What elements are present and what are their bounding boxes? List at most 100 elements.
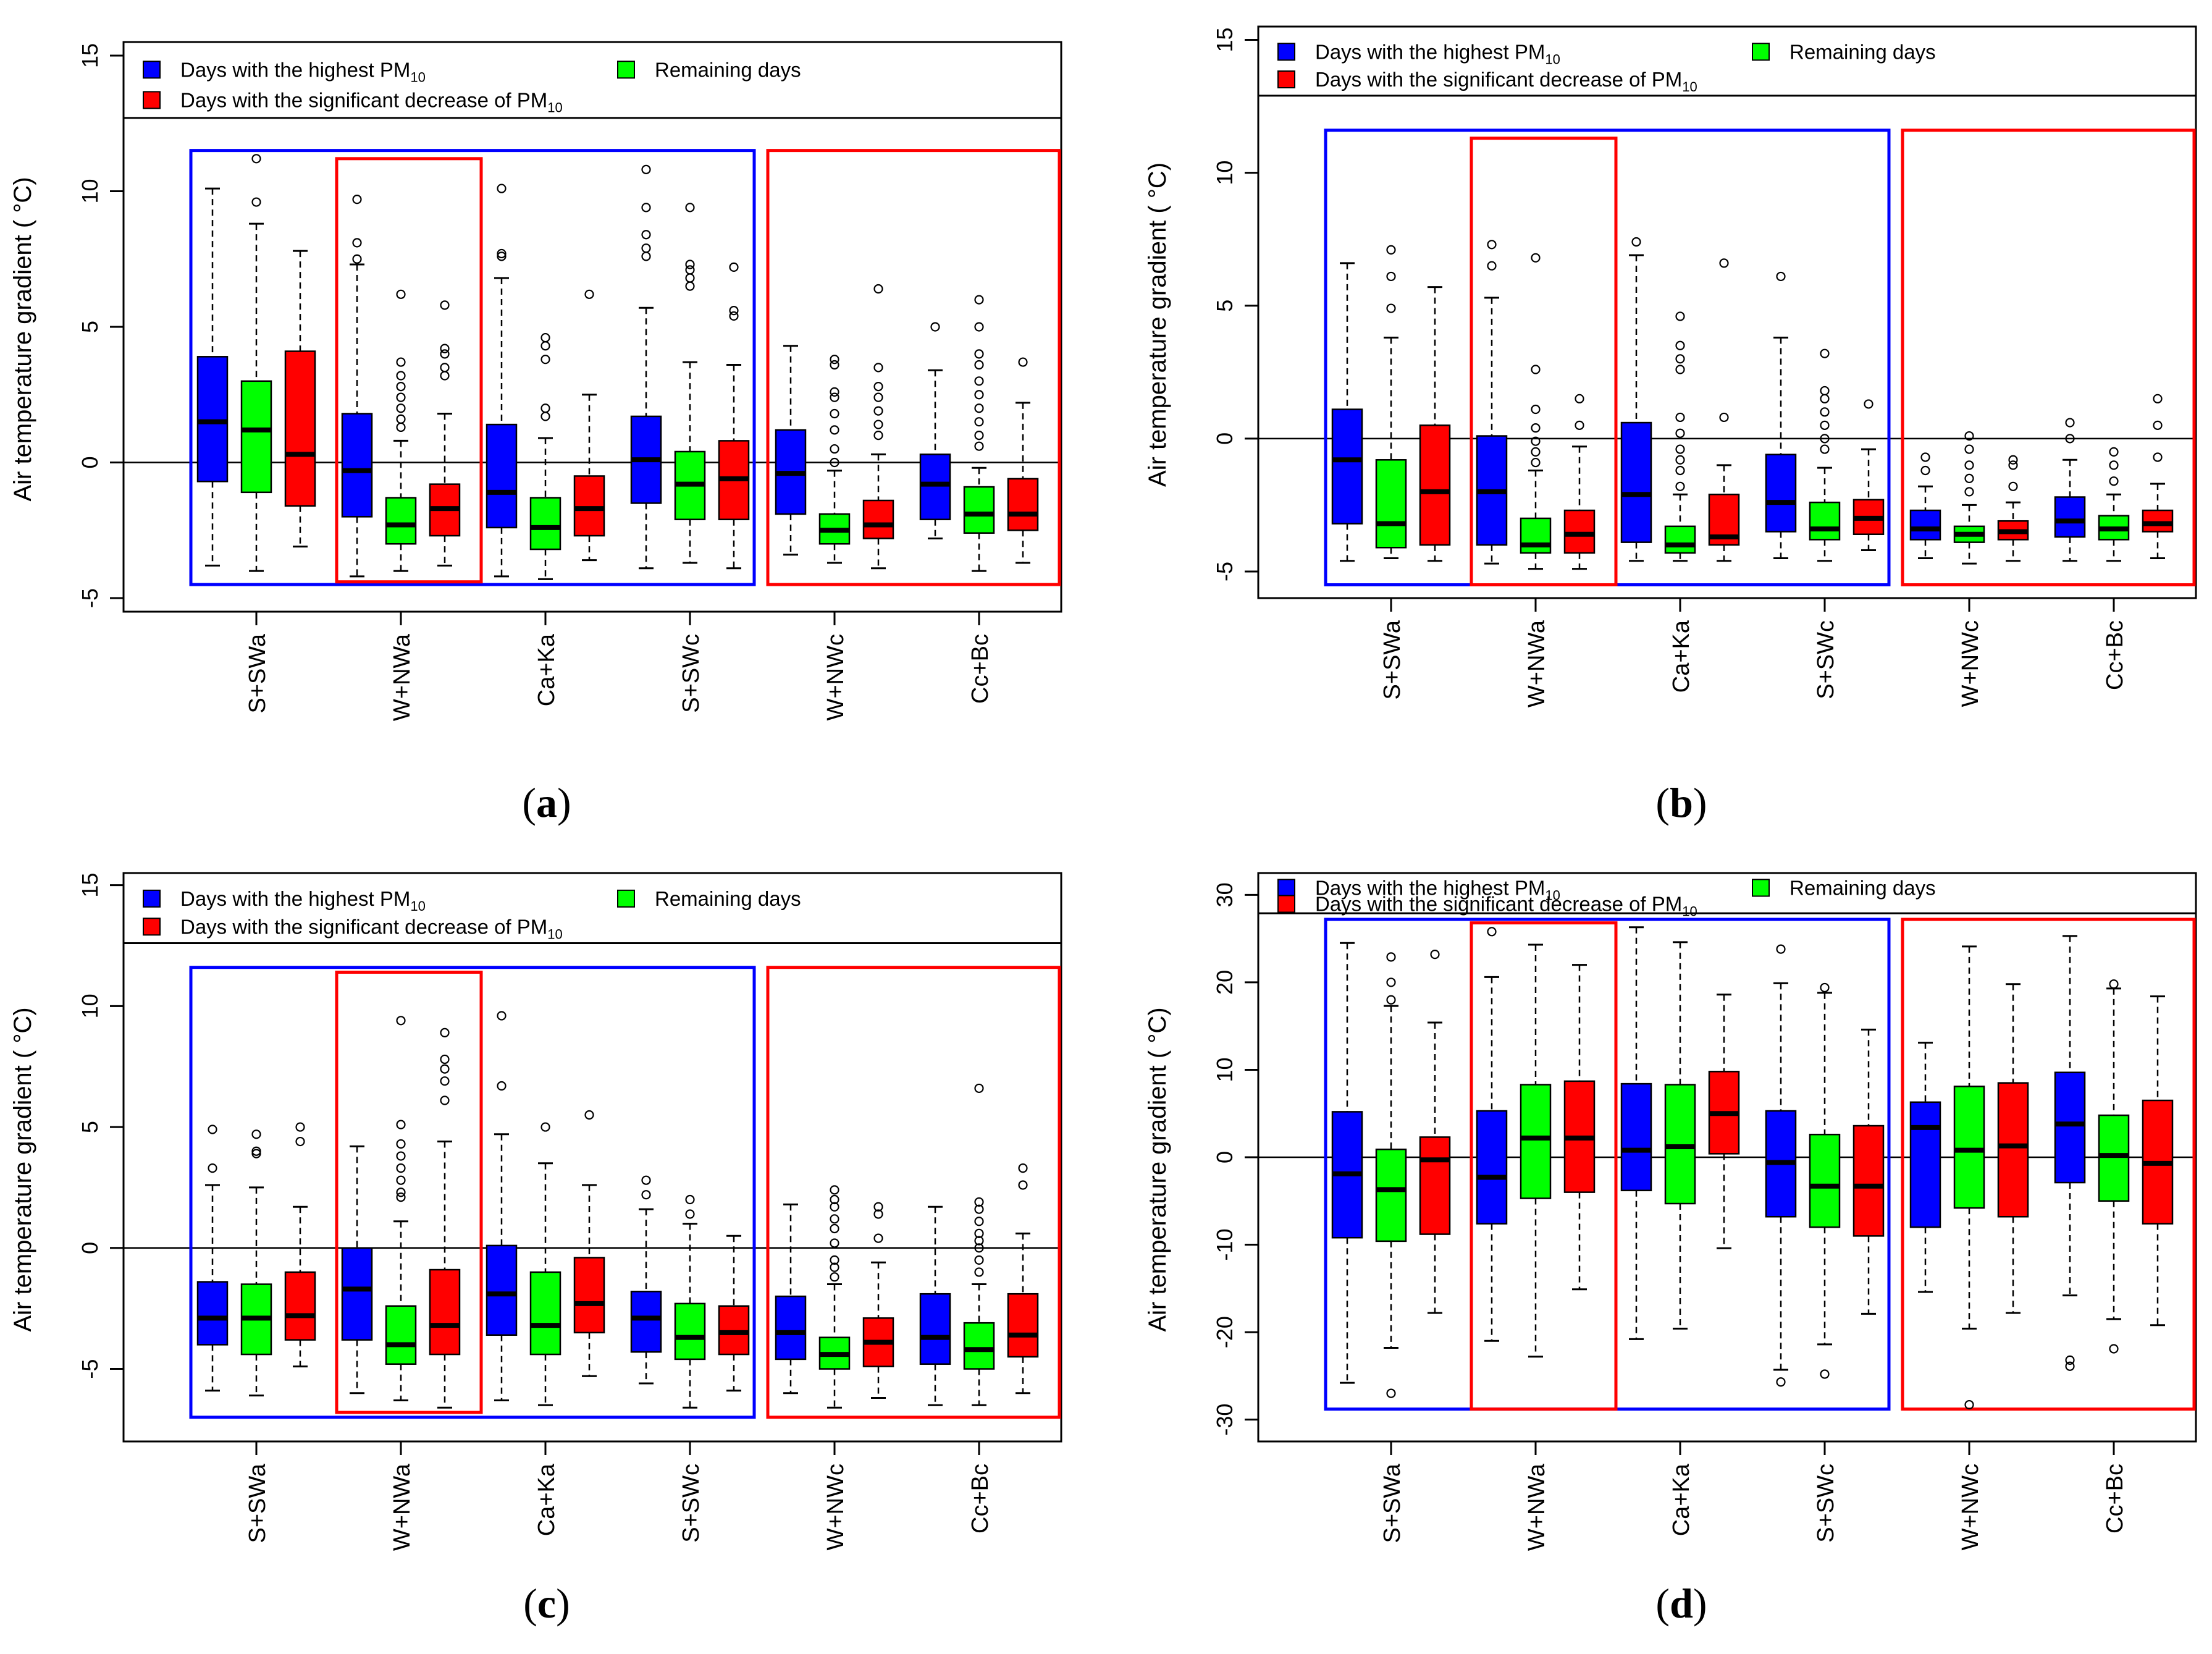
group-frame-red-right xyxy=(766,149,1061,586)
outlier-point xyxy=(2109,979,2119,989)
outlier-point xyxy=(440,1076,450,1086)
legend-swatch-decrease xyxy=(143,918,161,936)
box-iqr xyxy=(486,1244,518,1336)
box-iqr xyxy=(196,1281,229,1346)
outlier-point xyxy=(251,1129,261,1139)
outlier-point xyxy=(208,1163,217,1173)
y-tick-label: 10 xyxy=(77,179,103,203)
box-s-swc-remaining xyxy=(1809,348,1841,562)
outlier-point xyxy=(2065,418,2075,428)
outlier-point xyxy=(830,360,839,370)
group-frame-red-right xyxy=(766,966,1061,1419)
x-tick-label-cc-bc: Cc+Bc xyxy=(2102,620,2128,690)
outlier-point xyxy=(396,289,406,299)
box-ca-ka-remaining xyxy=(529,1122,561,1406)
outlier-point xyxy=(2109,447,2119,457)
box-iqr xyxy=(963,486,995,534)
box-s-swc-highest xyxy=(1765,944,1797,1387)
outlier-point xyxy=(440,344,450,353)
box-s-swa-decrease xyxy=(284,250,316,548)
box-s-swc-remaining xyxy=(674,1194,706,1409)
box-iqr xyxy=(1809,1133,1841,1228)
x-tick-label-ca-ka: Ca+Ka xyxy=(1668,1463,1694,1536)
outlier-point xyxy=(1430,950,1440,960)
x-tick-label-s-swa: S+SWa xyxy=(245,1463,271,1543)
legend-label-highest: Days with the highest PM10 xyxy=(180,58,426,85)
panel-label: (c) xyxy=(523,1580,570,1627)
outlier-point xyxy=(685,281,695,291)
outlier-point xyxy=(1820,386,1830,396)
outlier-point xyxy=(1719,258,1729,268)
y-tick-label: 10 xyxy=(77,994,103,1018)
outlier-point xyxy=(251,154,261,164)
outlier-point xyxy=(1018,1180,1028,1190)
legend-label-decrease: Days with the significant decrease of PM… xyxy=(180,915,563,942)
box-cc-bc-highest xyxy=(2054,935,2086,1371)
outlier-point xyxy=(1631,237,1641,247)
box-w-nwa-remaining xyxy=(1520,943,1552,1358)
box-w-nwc-decrease xyxy=(1997,455,2029,562)
outlier-point xyxy=(396,422,406,432)
legend-swatch-highest xyxy=(143,61,161,79)
legend-label-remaining: Remaining days xyxy=(1789,40,1936,63)
outlier-point xyxy=(1386,245,1396,255)
box-s-swc-decrease xyxy=(718,262,750,570)
y-tick-label: 5 xyxy=(77,321,103,333)
outlier-point xyxy=(974,417,984,427)
outlier-point xyxy=(830,1194,839,1205)
outlier-point xyxy=(830,408,839,419)
outlier-point xyxy=(396,1163,406,1173)
outlier-point xyxy=(1386,977,1396,987)
box-iqr xyxy=(1765,454,1797,533)
group-frame-red-mid xyxy=(335,971,483,1414)
outlier-point xyxy=(641,203,651,213)
box-w-nwa-decrease xyxy=(429,300,461,567)
outlier-point xyxy=(352,254,362,264)
legend-label-remaining: Remaining days xyxy=(655,58,801,81)
box-iqr xyxy=(1852,1124,1885,1237)
outlier-point xyxy=(251,197,261,207)
x-tick-label-s-swa: S+SWa xyxy=(1379,1463,1405,1543)
outlier-point xyxy=(974,1228,984,1238)
outlier-point xyxy=(974,376,984,386)
outlier-point xyxy=(1964,1399,1974,1410)
box-ca-ka-remaining xyxy=(1664,311,1696,562)
outlier-point xyxy=(1820,394,1830,403)
box-iqr xyxy=(1007,478,1039,531)
outlier-point xyxy=(974,349,984,359)
box-s-swc-decrease xyxy=(718,1234,750,1392)
outlier-point xyxy=(440,1064,450,1074)
outlier-point xyxy=(974,360,984,370)
outlier-point xyxy=(873,363,883,373)
box-cc-bc-remaining xyxy=(963,1083,995,1406)
outlier-point xyxy=(2109,476,2119,486)
legend-label-decrease: Days with the significant decrease of PM… xyxy=(180,88,563,115)
outlier-point xyxy=(2109,1344,2119,1354)
outlier-point xyxy=(830,444,839,454)
box-ca-ka-remaining xyxy=(529,332,561,580)
outlier-point xyxy=(2008,455,2018,465)
box-iqr xyxy=(1520,517,1552,554)
outlier-point xyxy=(641,1175,651,1185)
box-ca-ka-decrease xyxy=(1708,258,1740,562)
outlier-point xyxy=(440,349,450,359)
x-tick-label-s-swc: S+SWc xyxy=(678,634,704,713)
x-tick-label-w-nwc: W+NWc xyxy=(1958,1464,1983,1550)
legend-label-highest: Days with the highest PM10 xyxy=(180,887,426,914)
legend-swatch-decrease xyxy=(1277,70,1295,89)
outlier-point xyxy=(974,1243,984,1253)
box-iqr xyxy=(775,1295,807,1361)
x-tick-label-s-swc: S+SWc xyxy=(678,1464,704,1543)
x-tick-label-s-swc: S+SWc xyxy=(1813,1464,1839,1543)
x-tick-label-s-swc: S+SWc xyxy=(1813,620,1839,699)
box-w-nwa-highest xyxy=(341,195,373,578)
outlier-point xyxy=(1487,261,1497,271)
legend-label-decrease: Days with the significant decrease of PM… xyxy=(1315,892,1697,919)
outlier-point xyxy=(873,406,883,416)
outlier-point xyxy=(873,381,883,392)
box-w-nwc-decrease xyxy=(862,284,894,570)
box-w-nwc-remaining xyxy=(1953,945,1985,1410)
panel-label: (a) xyxy=(522,779,571,826)
box-s-swc-decrease xyxy=(1852,1028,1885,1315)
box-w-nwa-decrease xyxy=(1563,394,1596,570)
